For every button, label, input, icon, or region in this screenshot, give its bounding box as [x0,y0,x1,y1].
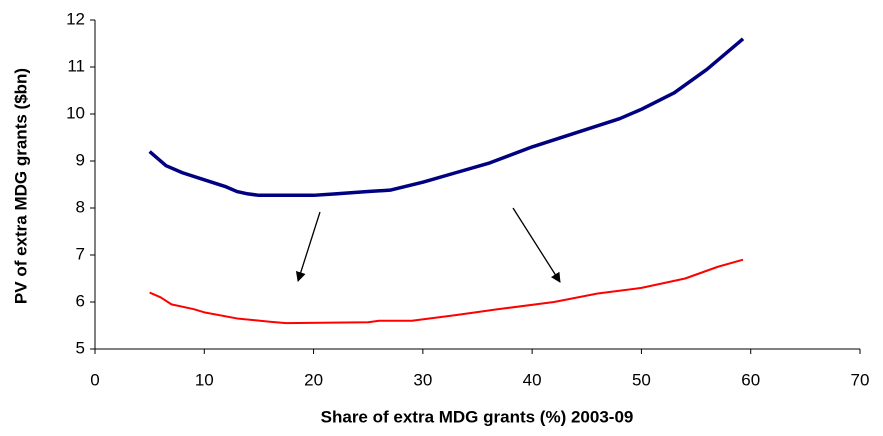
x-tick-label: 20 [304,370,323,389]
y-axis-title: PV of extra MDG grants ($bn) [11,68,30,304]
y-tick-label: 11 [67,56,85,75]
x-tick-label: 0 [90,370,99,389]
x-tick-label: 40 [523,370,542,389]
y-tick-label: 5 [76,338,85,357]
arrow [512,207,561,283]
x-tick-label: 10 [195,370,214,389]
y-tick-label: 8 [76,197,85,216]
x-tick-label: 30 [413,370,432,389]
data-line [149,258,744,325]
y-tick-label: 12 [66,9,85,28]
x-axis-title: Share of extra MDG grants (%) 2003-09 [321,407,634,426]
y-tick-label: 7 [76,244,85,263]
x-tick-label: 50 [632,370,651,389]
y-tick-label: 10 [66,103,85,122]
y-tick-label: 9 [76,150,85,169]
arrow [295,211,321,282]
x-tick-label: 60 [741,370,760,389]
y-tick-label: 6 [76,291,85,310]
data-line [148,37,745,198]
x-tick-label: 70 [851,370,870,389]
